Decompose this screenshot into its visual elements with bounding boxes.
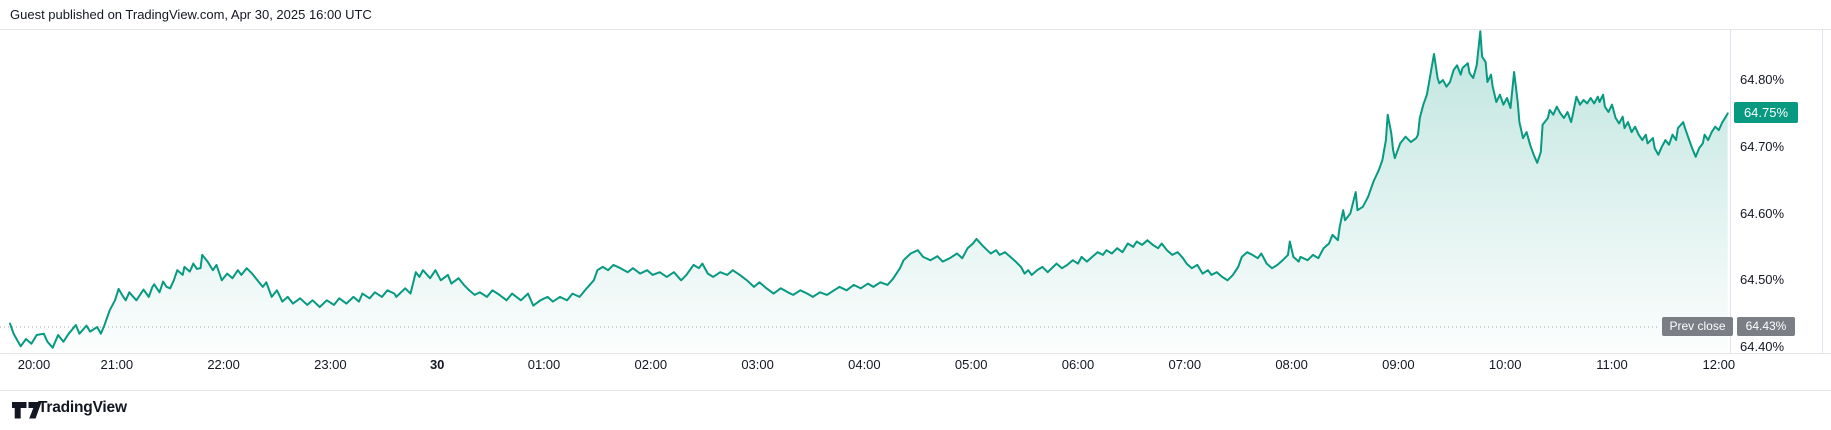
- time-axis-label: 11:00: [1596, 357, 1628, 372]
- time-axis-separator: [0, 353, 1831, 354]
- tradingview-logo-icon[interactable]: [12, 402, 42, 419]
- series-line: [9, 30, 1729, 349]
- time-axis-label: 09:00: [1382, 357, 1415, 372]
- price-axis-label: 64.50%: [1740, 272, 1785, 288]
- price-scale-separator: [1730, 29, 1731, 353]
- header-divider: [0, 29, 1831, 30]
- series-area-fill: [10, 31, 1728, 354]
- time-axis-label: 03:00: [741, 357, 774, 372]
- time-axis-label: 02:00: [634, 357, 668, 372]
- time-axis-label: 12:00: [1702, 357, 1736, 372]
- time-axis-label: 20:00: [17, 357, 51, 372]
- price-axis-label: 64.80%: [1740, 72, 1785, 87]
- time-axis-label: 08:00: [1275, 357, 1308, 372]
- prev-close-label-badge: Prev close: [1662, 316, 1733, 336]
- published-attribution-text: Guest published on TradingView.com, Apr …: [10, 7, 372, 22]
- time-axis-label: 30: [429, 357, 445, 372]
- footer-divider: [0, 390, 1831, 391]
- time-axis-label: 06:00: [1061, 357, 1095, 372]
- price-chart[interactable]: [0, 29, 1831, 354]
- price-axis-label: 64.60%: [1740, 205, 1785, 221]
- time-axis-label: 07:00: [1168, 357, 1202, 372]
- time-axis-label: 22:00: [207, 357, 240, 372]
- time-axis-label: 01:00: [527, 357, 561, 372]
- time-axis-label: 10:00: [1488, 357, 1522, 372]
- price-axis-label: 64.40%: [1740, 339, 1785, 354]
- chart-right-border: [1822, 29, 1823, 353]
- prev-close-value-badge: 64.43%: [1737, 316, 1795, 336]
- time-axis-label: 23:00: [314, 357, 347, 372]
- time-axis-label: 21:00: [100, 357, 134, 372]
- time-axis-label: 05:00: [954, 357, 988, 372]
- tradingview-brand-link[interactable]: TradingView: [38, 399, 127, 416]
- time-axis-label: 04:00: [848, 357, 881, 372]
- last-price-badge: 64.75%: [1734, 102, 1798, 124]
- price-axis-label: 64.70%: [1740, 138, 1785, 154]
